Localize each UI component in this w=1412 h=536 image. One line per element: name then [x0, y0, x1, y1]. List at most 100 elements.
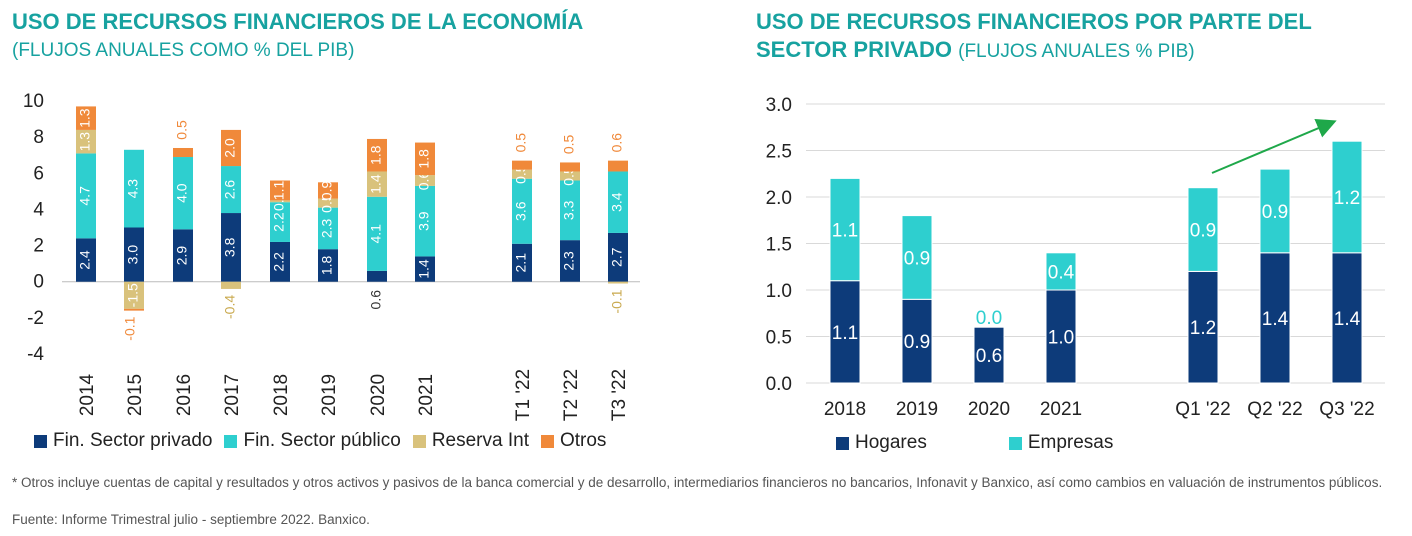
legend-swatch	[224, 434, 238, 448]
bar-segment-publico	[76, 153, 96, 239]
right-x-tick: 2019	[896, 399, 938, 420]
bar-value-label-publico: 4.3	[125, 179, 141, 199]
left-x-tick: 2020	[368, 374, 389, 416]
left-x-tick: T3 '22	[609, 369, 630, 421]
right-x-tick: 2020	[968, 399, 1010, 420]
bar-segment-otros	[560, 162, 580, 172]
bar-value-label-otros: 1.1	[271, 181, 287, 201]
legend-item-publico: Empresas	[1008, 432, 1113, 454]
legend-swatch	[540, 434, 554, 448]
bar-value-label-privado: 3.0	[125, 245, 141, 265]
bar-segment-privado	[270, 241, 290, 282]
legend-swatch	[412, 434, 426, 448]
right-x-tick: Q2 '22	[1247, 399, 1302, 420]
bar-segment-publico	[1259, 168, 1291, 254]
bar-segment-publico	[829, 177, 861, 282]
bar-segment-privado	[124, 227, 144, 282]
left-x-tick: T2 '22	[561, 369, 582, 421]
right-y-tick: 1.5	[766, 235, 792, 256]
legend-label: Fin. Sector privado	[53, 430, 213, 451]
bar-value-label-privado: 2.1	[513, 253, 529, 273]
bar-segment-reserva	[512, 169, 532, 179]
left-y-tick: -2	[27, 308, 44, 329]
legend-label: Otros	[559, 430, 607, 451]
bar-segment-privado	[1187, 270, 1219, 384]
right-chart-title-text: USO DE RECURSOS FINANCIEROS POR PARTE DE…	[756, 9, 1312, 62]
bar-value-label-reserva: -1.5	[125, 283, 141, 307]
bar-value-label-publico: 0.9	[1190, 221, 1216, 242]
bar-value-label-publico: 1.2	[1334, 188, 1360, 209]
bar-segment-reserva	[415, 175, 435, 186]
bar-value-label-publico: 3.9	[416, 211, 432, 231]
right-y-tick: 0.0	[766, 374, 792, 395]
right-y-tick: 0.5	[766, 328, 792, 349]
bar-segment-privado	[1045, 289, 1077, 384]
bar-value-label-privado: 0.6	[368, 290, 384, 310]
bar-segment-otros	[367, 138, 387, 172]
trend-arrow	[1211, 118, 1337, 174]
bar-value-label-publico: 4.0	[174, 183, 190, 203]
bar-value-label-otros: 0.9	[319, 181, 335, 201]
bar-segment-otros	[76, 106, 96, 130]
bar-value-label-publico: 4.1	[368, 224, 384, 244]
bar-segment-publico	[318, 207, 338, 250]
left-legend: Fin. Sector privado Fin. Sector público Re…	[34, 430, 618, 452]
bar-segment-publico	[415, 185, 435, 257]
left-chart-title: USO DE RECURSOS FINANCIEROS DE LA ECONOM…	[12, 9, 584, 34]
bar-value-label-otros: 1.3	[77, 108, 93, 128]
bar-segment-reserva	[270, 200, 290, 203]
right-y-tick: 2.0	[766, 188, 792, 209]
bar-segment-reserva	[76, 129, 96, 154]
bar-segment-privado	[608, 232, 628, 282]
bar-segment-publico	[512, 178, 532, 244]
bar-segment-privado	[1331, 252, 1363, 384]
bar-segment-privado	[512, 243, 532, 282]
footnote: * Otros incluye cuentas de capital y res…	[12, 475, 1383, 490]
bar-value-label-otros: 1.8	[416, 149, 432, 169]
legend-item-reserva: Reserva Int	[412, 430, 529, 452]
right-legend: Hogares Empresas	[836, 432, 1195, 454]
bar-value-label-privado: 0.6	[976, 346, 1002, 367]
left-x-tick: 2014	[77, 373, 98, 416]
right-y-tick: 3.0	[766, 95, 792, 116]
right-x-tick: Q3 '22	[1319, 399, 1374, 420]
bar-value-label-reserva: -0.4	[222, 295, 238, 319]
legend-label: Hogares	[855, 432, 927, 453]
bar-segment-privado	[318, 249, 338, 282]
bar-segment-publico	[901, 215, 933, 300]
bar-value-label-privado: 1.4	[416, 259, 432, 279]
bar-value-label-otros: 0.6	[609, 133, 625, 153]
bar-segment-reserva	[124, 281, 144, 309]
bar-value-label-privado: 1.4	[1262, 309, 1289, 330]
bar-value-label-reserva: 0.6	[416, 171, 432, 191]
bar-segment-publico	[608, 171, 628, 233]
left-y-tick: 10	[23, 91, 44, 112]
bar-segment-privado	[367, 270, 387, 282]
bar-segment-publico	[1331, 140, 1363, 254]
left-y-tick: 2	[33, 236, 44, 257]
bar-value-label-reserva: 1.3	[77, 132, 93, 152]
left-x-tick: 2021	[416, 374, 437, 416]
bar-segment-otros	[415, 142, 435, 176]
right-chart-subtitle: (FLUJOS ANUALES % PIB)	[958, 41, 1195, 62]
bar-value-label-otros: 1.8	[368, 145, 384, 165]
left-y-tick: 6	[33, 163, 44, 184]
bar-value-label-privado: 0.9	[904, 332, 930, 353]
bar-value-label-otros: 0.5	[561, 135, 577, 155]
bar-value-label-publico: 4.7	[77, 186, 93, 206]
bar-segment-publico	[560, 180, 580, 241]
bar-segment-privado	[221, 213, 241, 282]
bar-segment-otros	[124, 308, 144, 311]
bar-segment-reserva	[560, 171, 580, 181]
bar-value-label-publico: 0.4	[1048, 262, 1075, 283]
bar-segment-publico	[1045, 252, 1077, 291]
bar-value-label-privado: 1.8	[319, 256, 335, 276]
left-y-tick: 8	[33, 127, 44, 148]
bar-value-label-privado: 2.7	[609, 247, 625, 267]
bar-value-label-publico: 0.9	[1262, 202, 1288, 223]
bar-segment-reserva	[318, 198, 338, 208]
legend-swatch	[34, 434, 47, 448]
legend-label: Fin. Sector público	[243, 430, 401, 451]
right-y-tick: 1.0	[766, 281, 792, 302]
